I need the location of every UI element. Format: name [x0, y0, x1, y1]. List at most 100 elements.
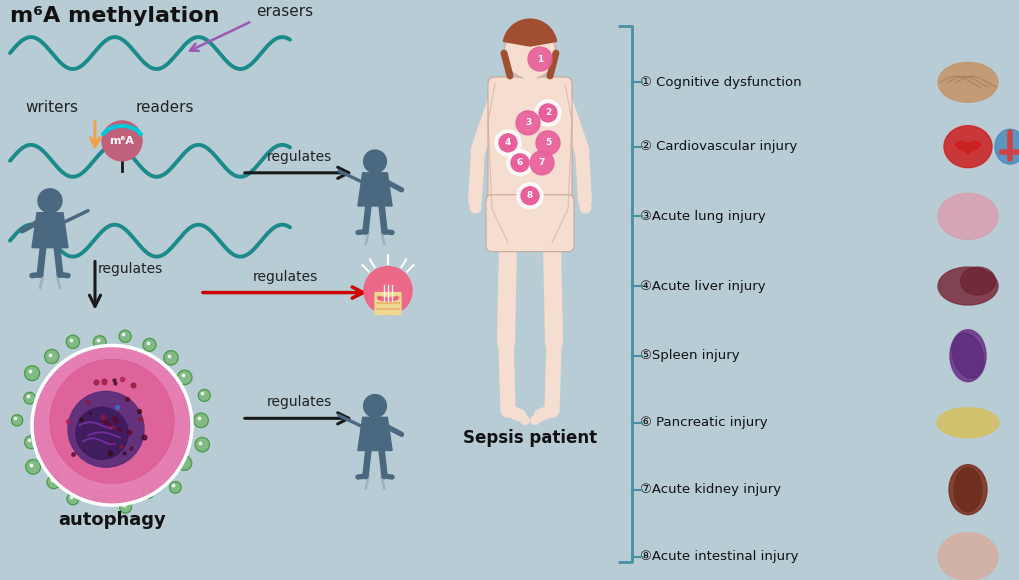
Point	[105, 376, 121, 385]
Text: 2: 2	[544, 108, 550, 117]
Circle shape	[102, 121, 142, 161]
Circle shape	[538, 104, 556, 122]
Point	[96, 378, 112, 387]
Point	[119, 395, 136, 404]
Ellipse shape	[943, 126, 991, 168]
Point	[98, 418, 114, 427]
Point	[109, 403, 125, 412]
Point	[174, 456, 191, 466]
Point	[125, 380, 142, 390]
Circle shape	[363, 394, 386, 418]
Point	[161, 351, 177, 361]
Point	[111, 424, 127, 433]
Circle shape	[516, 111, 539, 135]
Circle shape	[198, 390, 210, 401]
Circle shape	[45, 349, 59, 364]
Circle shape	[521, 187, 538, 205]
Point	[59, 416, 75, 426]
Text: ① Cognitive dysfunction: ① Cognitive dysfunction	[639, 76, 801, 89]
Text: 1: 1	[536, 55, 542, 64]
Point	[63, 335, 79, 345]
FancyBboxPatch shape	[485, 195, 574, 252]
Ellipse shape	[937, 193, 997, 240]
Point	[467, 202, 483, 211]
Text: 6: 6	[517, 158, 523, 167]
Ellipse shape	[953, 467, 981, 512]
Text: 5: 5	[544, 139, 550, 147]
Point	[194, 389, 210, 398]
Circle shape	[24, 436, 38, 449]
Point	[577, 202, 593, 211]
Text: erasers: erasers	[256, 4, 313, 19]
Point	[44, 476, 60, 485]
Point	[192, 438, 208, 447]
Point	[78, 397, 95, 406]
Text: 7: 7	[538, 158, 544, 167]
Circle shape	[67, 493, 78, 505]
Point	[132, 415, 149, 424]
Circle shape	[32, 346, 192, 505]
Point	[165, 481, 181, 490]
Ellipse shape	[937, 267, 997, 305]
Circle shape	[494, 130, 521, 156]
Ellipse shape	[937, 63, 997, 102]
Ellipse shape	[936, 408, 998, 438]
Point	[130, 406, 147, 415]
Circle shape	[68, 392, 144, 467]
Point	[64, 450, 81, 459]
Point	[96, 376, 112, 386]
Point	[107, 379, 123, 388]
Text: writers: writers	[25, 100, 78, 115]
Point	[21, 436, 38, 445]
Ellipse shape	[994, 129, 1019, 164]
Text: ③Acute lung injury: ③Acute lung injury	[639, 210, 765, 223]
Wedge shape	[503, 19, 556, 46]
Polygon shape	[955, 142, 979, 154]
Circle shape	[76, 407, 127, 459]
Text: ⑤Spleen injury: ⑤Spleen injury	[639, 349, 739, 362]
FancyBboxPatch shape	[487, 77, 572, 216]
Point	[7, 414, 23, 423]
Polygon shape	[32, 213, 68, 248]
Point	[102, 420, 118, 430]
Point	[115, 329, 131, 339]
Circle shape	[511, 154, 529, 172]
Ellipse shape	[948, 465, 986, 514]
Point	[120, 427, 137, 437]
Circle shape	[50, 360, 174, 483]
Text: m⁶A: m⁶A	[109, 136, 135, 146]
Circle shape	[363, 150, 386, 173]
Circle shape	[23, 392, 36, 404]
Text: ⑦Acute kidney injury: ⑦Acute kidney injury	[639, 483, 781, 496]
Point	[136, 432, 152, 441]
Point	[108, 416, 124, 426]
Point	[95, 415, 111, 425]
Circle shape	[143, 487, 154, 498]
Circle shape	[94, 336, 106, 349]
Circle shape	[364, 267, 412, 314]
Point	[115, 501, 131, 510]
Point	[22, 367, 39, 376]
Circle shape	[194, 413, 208, 427]
Text: readers: readers	[136, 100, 194, 115]
Circle shape	[528, 47, 551, 71]
Point	[90, 490, 106, 499]
Point	[19, 392, 36, 401]
Text: 4: 4	[504, 139, 511, 147]
Point	[174, 371, 191, 380]
Circle shape	[503, 27, 555, 79]
Circle shape	[169, 481, 181, 493]
Text: ⑥ Pancreatic injury: ⑥ Pancreatic injury	[639, 416, 767, 429]
Circle shape	[177, 370, 192, 385]
Circle shape	[11, 415, 22, 426]
Point	[82, 409, 98, 418]
Point	[42, 350, 58, 359]
Circle shape	[498, 134, 517, 152]
Point	[105, 414, 121, 423]
Text: regulates: regulates	[98, 262, 163, 275]
Text: regulates: regulates	[266, 150, 331, 164]
Text: Sepsis patient: Sepsis patient	[463, 429, 596, 447]
Point	[88, 378, 104, 387]
Point	[23, 460, 40, 469]
Circle shape	[177, 456, 192, 470]
